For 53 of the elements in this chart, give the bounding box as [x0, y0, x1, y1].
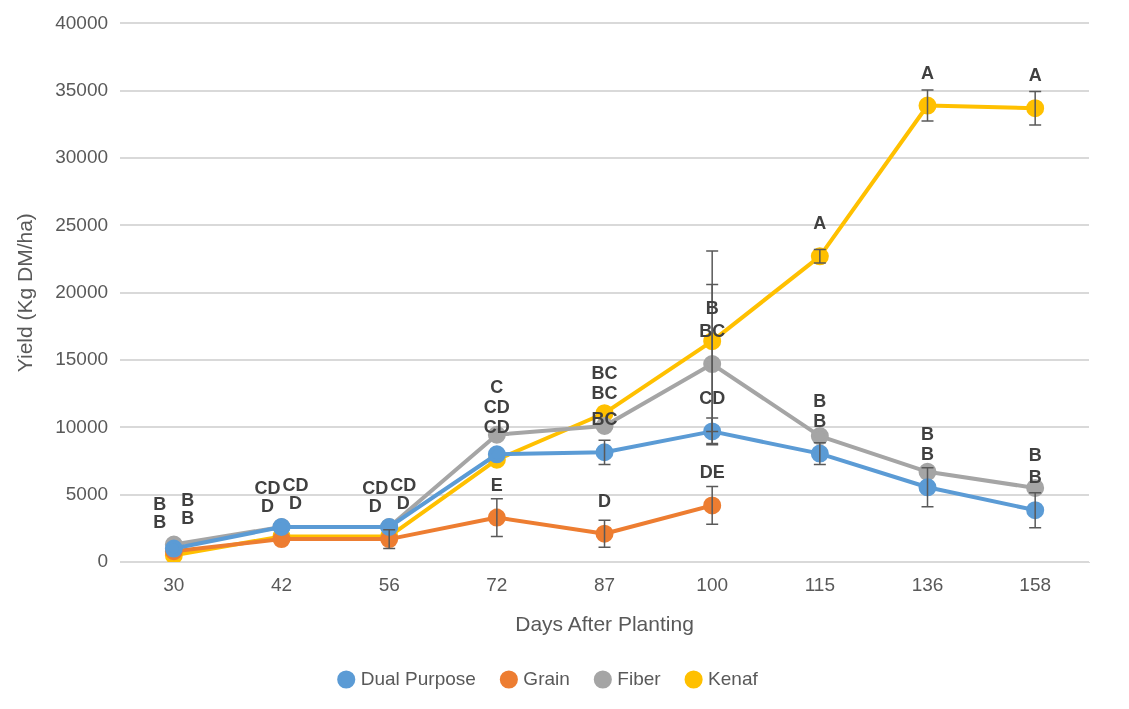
data-label: D: [289, 493, 303, 514]
y-axis-title: Yield (Kg DM/ha): [13, 213, 37, 373]
data-label: CD: [254, 478, 281, 499]
data-label: CD: [362, 478, 389, 499]
data-label: BC: [591, 382, 618, 403]
data-label: B: [153, 494, 167, 515]
x-tick-label: 158: [1019, 573, 1052, 595]
data-label: B: [813, 410, 827, 431]
data-label: D: [261, 496, 275, 517]
y-tick-label: 20000: [55, 280, 109, 302]
data-label: B: [921, 424, 935, 445]
data-label: A: [813, 213, 827, 234]
x-tick-label: 100: [696, 573, 729, 595]
data-label: E: [490, 474, 503, 495]
x-tick-label: 136: [911, 573, 944, 595]
x-tick-label: 42: [270, 573, 293, 595]
data-label: CD: [483, 396, 510, 417]
data-label: BC: [591, 362, 618, 383]
data-label: C: [490, 376, 504, 397]
data-label: A: [921, 62, 935, 83]
data-label: B: [1028, 444, 1042, 465]
data-label: B: [153, 512, 167, 533]
data-label: CD: [390, 475, 417, 496]
y-tick-label: 25000: [55, 213, 109, 235]
x-tick-label: 72: [486, 573, 508, 595]
data-label: CD: [282, 475, 309, 496]
x-tick-label: 30: [163, 573, 185, 595]
y-tick-label: 40000: [55, 11, 109, 33]
data-label: B: [181, 490, 195, 511]
y-tick-label: 15000: [55, 348, 109, 370]
y-tick-label: 30000: [55, 146, 109, 168]
data-label: A: [1028, 65, 1042, 86]
data-label: B: [1028, 467, 1042, 488]
legend-label: Fiber: [617, 667, 662, 689]
x-tick-label: 56: [378, 573, 400, 595]
data-label: B: [921, 444, 935, 465]
legend-label: Dual Purpose: [360, 667, 476, 689]
x-tick-label: 87: [593, 573, 616, 595]
legend-label: Grain: [523, 667, 570, 689]
data-label: CD: [483, 416, 510, 437]
data-label: B: [181, 508, 195, 529]
data-label: D: [396, 493, 410, 514]
y-tick-label: 0: [97, 550, 109, 572]
data-label: DE: [699, 462, 725, 483]
y-tick-label: 10000: [55, 415, 109, 437]
data-label: B: [813, 390, 827, 411]
y-tick-label: 5000: [65, 482, 109, 504]
x-tick-label: 115: [804, 573, 835, 595]
x-axis-title: Days After Planting: [515, 612, 694, 636]
data-label: D: [368, 496, 382, 517]
data-label: D: [598, 490, 612, 511]
legend-label: Kenaf: [708, 667, 759, 689]
y-tick-label: 35000: [55, 78, 109, 100]
